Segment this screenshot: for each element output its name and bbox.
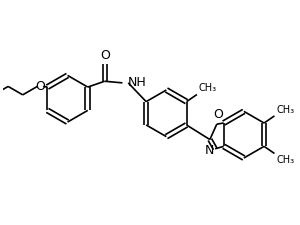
Text: O: O [100,49,110,62]
Text: CH₃: CH₃ [276,105,294,115]
Text: O: O [214,108,223,121]
Text: CH₃: CH₃ [276,155,294,165]
Text: O: O [35,80,45,93]
Text: NH: NH [128,76,146,89]
Text: CH₃: CH₃ [199,83,217,93]
Text: N: N [205,144,214,157]
